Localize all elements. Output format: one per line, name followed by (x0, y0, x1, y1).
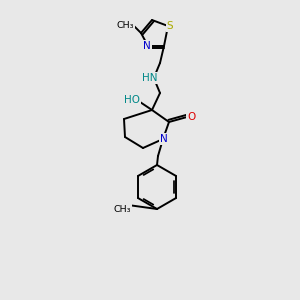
Text: N: N (143, 41, 151, 51)
Text: HO: HO (124, 95, 140, 105)
Text: CH₃: CH₃ (113, 205, 131, 214)
Text: S: S (167, 21, 173, 31)
Text: N: N (160, 134, 168, 144)
Text: O: O (187, 112, 195, 122)
Text: CH₃: CH₃ (116, 22, 134, 31)
Text: HN: HN (142, 73, 158, 83)
